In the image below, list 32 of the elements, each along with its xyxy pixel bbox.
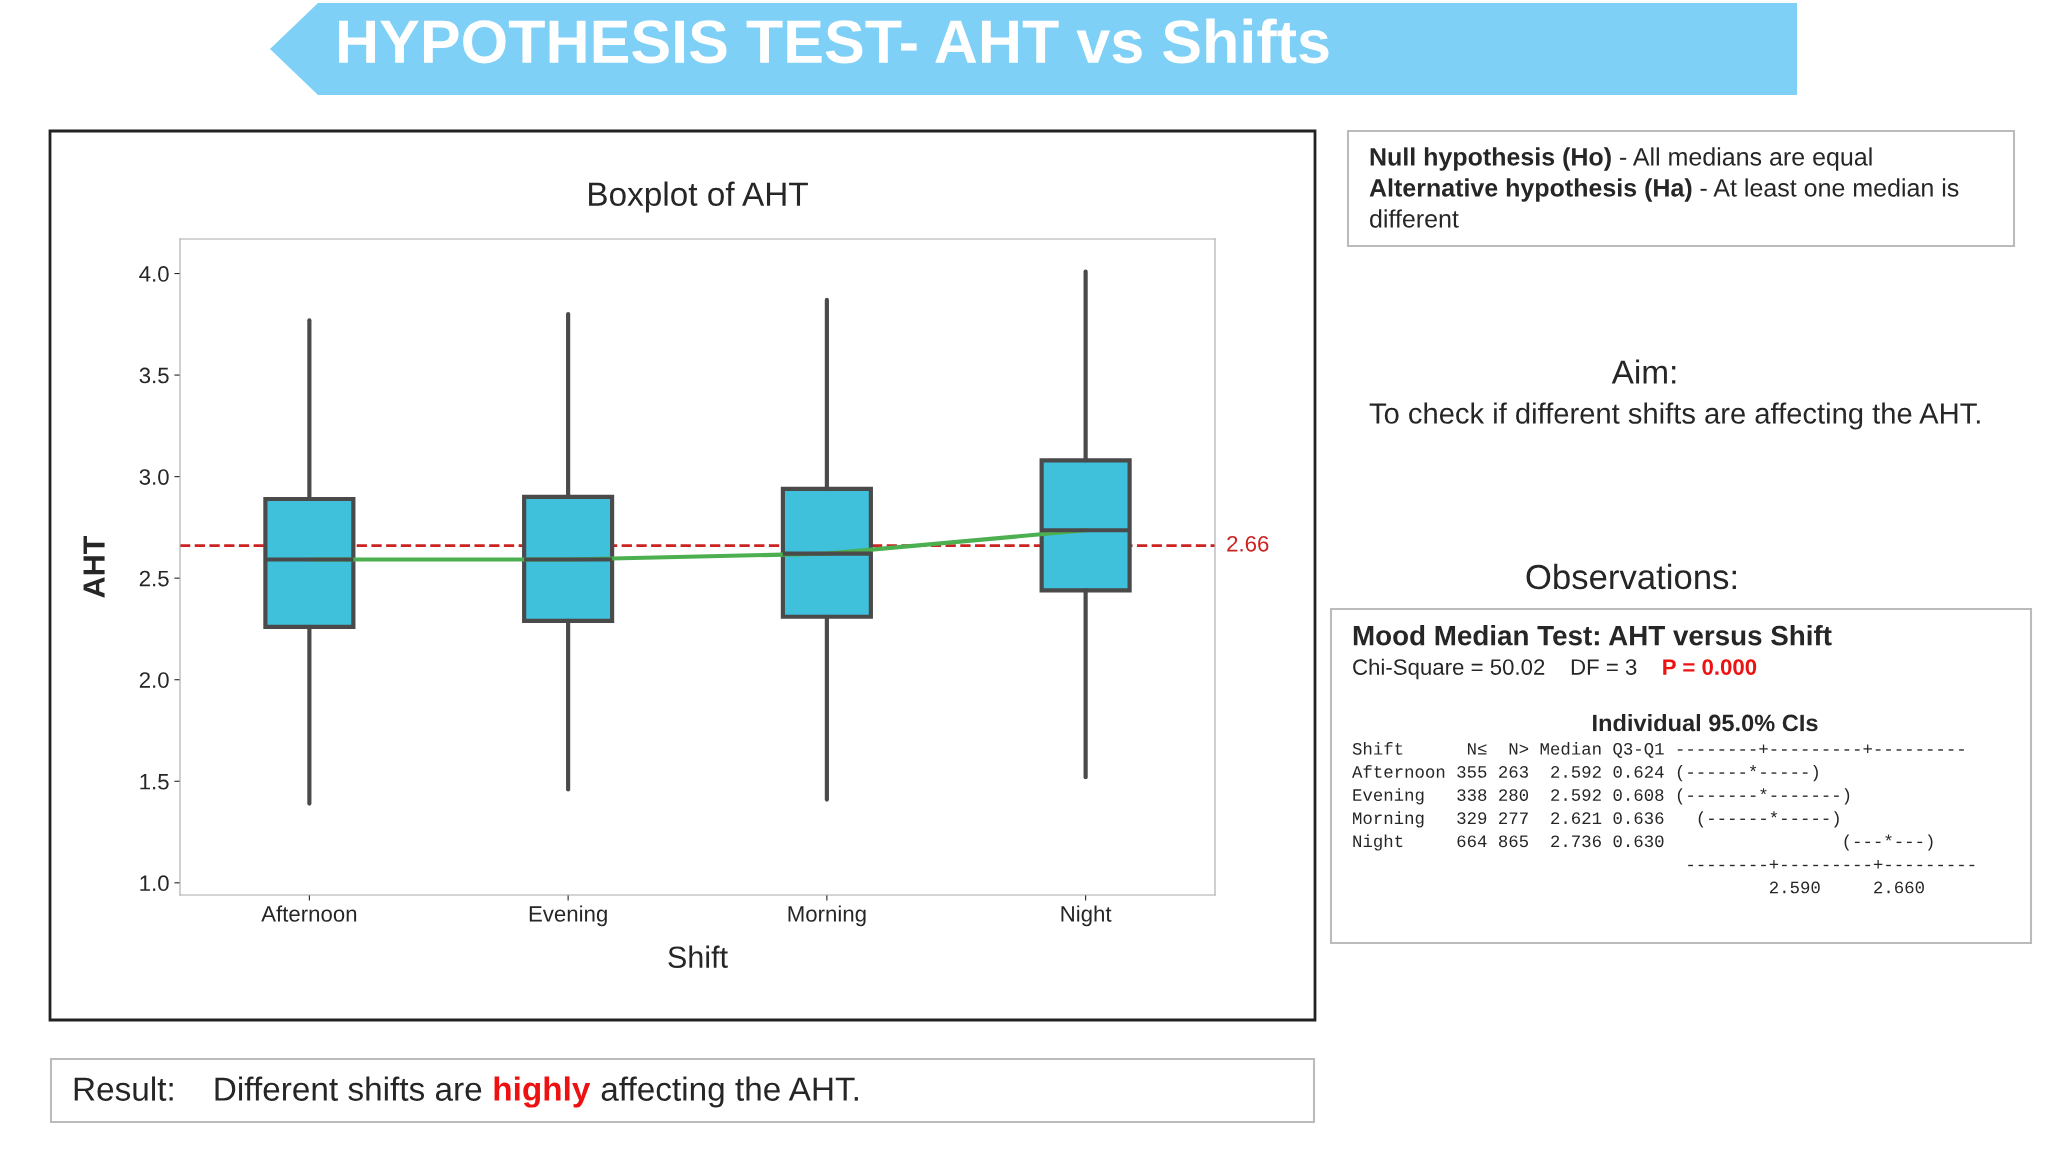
y-tick-label: 1.0 xyxy=(140,875,169,892)
x-tick-label: Morning xyxy=(788,905,866,927)
text: To check if different shifts are affecting the AHT. xyxy=(1369,402,1980,430)
text: highly xyxy=(494,1076,591,1108)
y-axis-title: AHT xyxy=(83,535,105,598)
text: Mood Median Test: AHT versus Shift xyxy=(1353,625,1832,646)
text: Shift N≤ N> Median Q3-Q1 --------+---------+--------- Afternoon 355 263 2.592 0.624 (------*-----) Evening 338 280 2.592 0.608 (-------*-------) Morning 329 277 2.621 0.636 (------*-----) Night 664 865 2.736 0.630 (---*---) --------+---------+--------- 2.590 2.660 xyxy=(1352,742,1975,894)
chart-title: Boxplot of AHT xyxy=(589,181,808,213)
ref-line-label: 2.66 xyxy=(1227,535,1269,552)
y-tick-label: 3.0 xyxy=(139,469,169,485)
x-tick-label: Night xyxy=(1061,905,1112,927)
text: Alternative hypothesis (Ha) xyxy=(1369,178,1692,202)
x-tick-label: Afternoon xyxy=(261,905,357,922)
text: affecting the AHT. xyxy=(601,1076,858,1108)
x-axis-title: Shift xyxy=(668,945,728,969)
text: HYPOTHESIS TEST- AHT vs Shifts xyxy=(339,18,1329,64)
text: Chi-Square = 50.02 DF = 3 xyxy=(1353,658,1637,680)
y-tick-label: 2.5 xyxy=(139,570,169,587)
text: Aim: xyxy=(1611,359,1676,384)
text: Observations: xyxy=(1526,563,1736,590)
text: Result: Different shifts are xyxy=(74,1076,482,1101)
y-tick-label: 4.0 xyxy=(139,266,169,282)
y-tick-label: 2.0 xyxy=(139,672,169,688)
text: - All medians are equal xyxy=(1620,147,1872,171)
text: P = 0.000 xyxy=(1663,659,1757,675)
x-tick-label: Evening xyxy=(529,905,607,927)
y-tick-label: 3.5 xyxy=(139,367,169,384)
text: Individual 95.0% CIs xyxy=(1593,713,1818,732)
text: different xyxy=(1370,209,1459,228)
text: - At least one median is xyxy=(1700,178,1959,197)
y-tick-label: 1.5 xyxy=(140,774,169,790)
text: Null hypothesis (Ho) xyxy=(1370,147,1611,171)
